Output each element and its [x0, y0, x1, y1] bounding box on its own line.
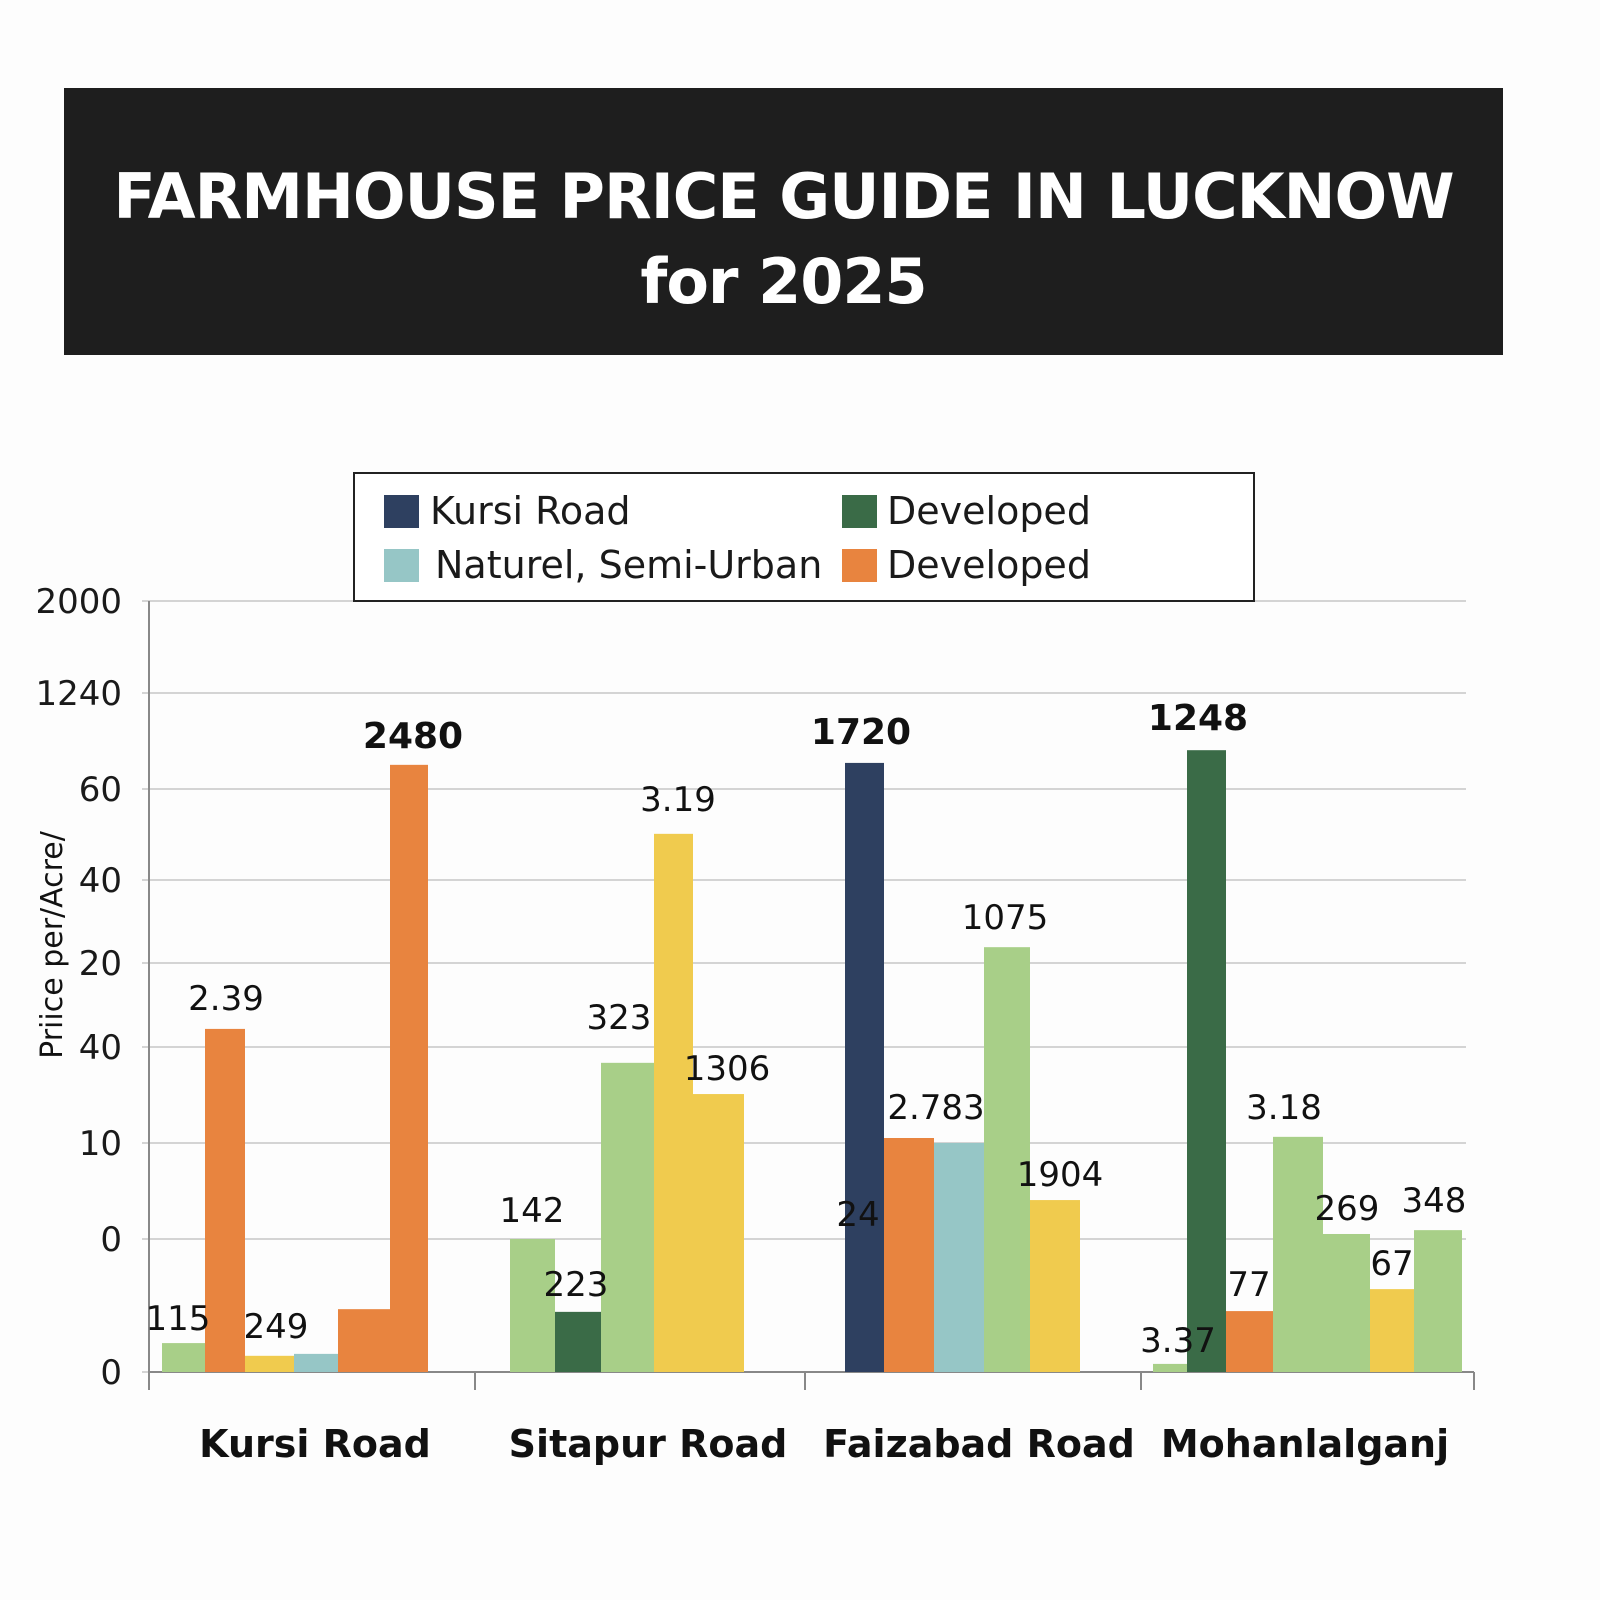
- bar: [1370, 1289, 1414, 1372]
- bar: [555, 1311, 601, 1372]
- legend-label: Developed: [887, 489, 1091, 533]
- data-label: 142: [500, 1191, 565, 1231]
- bar: [294, 1353, 338, 1372]
- bar: [1273, 1136, 1323, 1372]
- x-category-label: Faizabad Road: [823, 1422, 1135, 1466]
- data-label: 223: [544, 1265, 609, 1305]
- bar: [162, 1343, 205, 1372]
- bar: [1414, 1230, 1462, 1372]
- y-tick-label: 10: [79, 1124, 122, 1164]
- data-label: 1306: [684, 1049, 771, 1089]
- legend-swatch: [842, 549, 877, 582]
- y-tick-label: 40: [79, 861, 122, 901]
- data-label: 1075: [962, 898, 1049, 938]
- data-label: 24: [836, 1195, 879, 1235]
- data-label: 348: [1402, 1181, 1467, 1221]
- x-category-label: Sitapur Road: [509, 1422, 788, 1466]
- bar: [510, 1239, 555, 1372]
- data-label: 2480: [363, 716, 463, 757]
- data-label: 1248: [1148, 698, 1248, 739]
- y-tick-label: 2000: [35, 582, 122, 622]
- data-label: 2.39: [188, 979, 264, 1019]
- bar: [1153, 1363, 1187, 1372]
- bar: [845, 762, 884, 1372]
- data-label: 1904: [1017, 1155, 1104, 1195]
- legend-box: [353, 472, 1255, 602]
- bar: [884, 1138, 934, 1372]
- legend-label: Naturel, Semi-Urban: [435, 543, 822, 587]
- y-tick-label: 60: [79, 770, 122, 810]
- data-label: 115: [146, 1299, 211, 1339]
- legend-swatch: [384, 549, 419, 582]
- y-tick-label: 0: [100, 1353, 122, 1393]
- data-label: 2.783: [887, 1088, 984, 1128]
- data-label: 323: [587, 998, 652, 1038]
- bar: [1226, 1311, 1273, 1372]
- data-label: 249: [244, 1307, 309, 1347]
- y-tick-label: 0: [100, 1220, 122, 1260]
- y-tick-label: 40: [79, 1028, 122, 1068]
- bar: [1323, 1233, 1370, 1372]
- bar: [1187, 750, 1226, 1372]
- y-axis-label: Priice per/Acre/: [35, 830, 70, 1059]
- data-label: 3.19: [640, 780, 716, 820]
- bar: [338, 1309, 390, 1372]
- bar: [984, 947, 1030, 1372]
- legend-swatch: [842, 495, 877, 528]
- legend-label: Developed: [887, 543, 1091, 587]
- bar: [693, 1094, 744, 1372]
- x-category-label: Kursi Road: [199, 1422, 431, 1466]
- bar: [205, 1028, 245, 1372]
- y-tick-label: 20: [79, 944, 122, 984]
- bar: [601, 1062, 654, 1372]
- bar: [654, 833, 693, 1372]
- y-tick-label: 1240: [35, 674, 122, 714]
- bar: [390, 764, 428, 1372]
- title-banner: FARMHOUSE PRICE GUIDE IN LUCKNOW for 202…: [64, 88, 1503, 355]
- bar: [1030, 1200, 1080, 1372]
- data-label: 67: [1370, 1244, 1413, 1284]
- x-category-label: Mohanlalganj: [1161, 1422, 1449, 1466]
- data-label: 1720: [811, 712, 911, 753]
- data-label: 269: [1315, 1189, 1380, 1229]
- legend-label: Kursi Road: [430, 489, 631, 533]
- title-line-1: FARMHOUSE PRICE GUIDE IN LUCKNOW: [113, 160, 1454, 233]
- bar: [934, 1143, 984, 1372]
- data-label: 77: [1227, 1265, 1270, 1305]
- legend-swatch: [384, 495, 419, 528]
- data-label: 3.37: [1140, 1321, 1216, 1361]
- bar: [245, 1355, 294, 1372]
- title-line-2: for 2025: [640, 245, 927, 318]
- data-label: 3.18: [1246, 1088, 1322, 1128]
